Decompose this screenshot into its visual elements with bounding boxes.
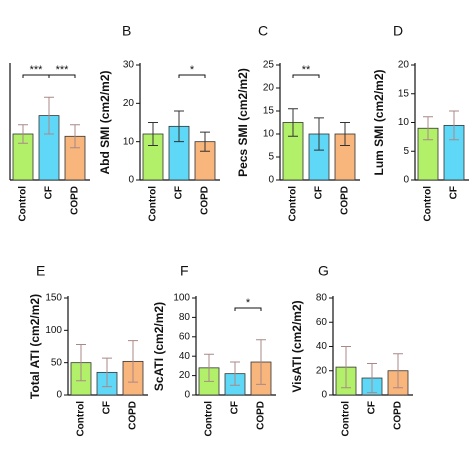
error-bar xyxy=(423,116,433,141)
y-axis-label: Lum SMI (cm2/m2) xyxy=(372,69,386,175)
significance-label: * xyxy=(246,297,251,309)
y-tick-label: 25 xyxy=(263,60,275,71)
x-tick-label: Control xyxy=(204,401,215,437)
panel-letter: B xyxy=(122,23,131,39)
y-axis-label: Pecs SMI (cm2/m2) xyxy=(236,68,250,177)
x-tick-label: COPD xyxy=(200,186,211,215)
y-tick-label: 5 xyxy=(403,146,409,157)
y-axis-label: Abd SMI (cm2/m2) xyxy=(98,70,112,174)
error-bar xyxy=(102,357,112,388)
panel-letter: D xyxy=(393,23,403,39)
error-bar xyxy=(204,353,214,382)
error-bar xyxy=(449,110,459,141)
error-bar xyxy=(256,339,266,385)
error-bar xyxy=(200,131,210,152)
error-bar xyxy=(393,353,403,389)
significance-label: * xyxy=(190,64,195,76)
error-bar xyxy=(288,108,298,137)
x-tick-label: COPD xyxy=(256,401,267,430)
y-tick-label: 0 xyxy=(268,175,274,186)
y-tick-label: 0 xyxy=(128,175,134,186)
error-bar xyxy=(174,110,184,143)
error-bar xyxy=(128,340,138,383)
y-tick-label: 50 xyxy=(51,357,63,368)
error-bar xyxy=(76,344,86,382)
y-tick-label: 20 xyxy=(263,83,275,94)
error-bar xyxy=(148,122,158,146)
significance-label: ** xyxy=(302,64,311,76)
y-tick-label: 10 xyxy=(398,117,410,128)
y-tick-label: 20 xyxy=(179,370,191,381)
x-tick-label: Control xyxy=(288,186,299,222)
significance-bracket xyxy=(234,307,262,311)
y-tick-label: 0 xyxy=(403,175,409,186)
y-tick-label: 60 xyxy=(316,317,328,328)
significance-label: *** xyxy=(56,64,70,76)
y-tick-label: 20 xyxy=(123,98,135,109)
significance-bracket xyxy=(48,74,76,78)
error-bar xyxy=(18,124,28,144)
x-tick-label: COPD xyxy=(70,186,81,215)
y-axis-label: VisATI (cm2/m2) xyxy=(290,300,304,392)
error-bar xyxy=(367,362,377,394)
x-tick-label: COPD xyxy=(393,401,404,430)
x-tick-label: Control xyxy=(423,186,434,222)
y-tick-label: 40 xyxy=(316,341,328,352)
x-tick-label: COPD xyxy=(128,401,139,430)
significance-bracket xyxy=(178,74,206,78)
error-bar xyxy=(341,346,351,389)
y-tick-label: 80 xyxy=(316,293,328,304)
panel-letter: E xyxy=(36,263,45,279)
panel-letter: F xyxy=(180,263,189,279)
y-tick-label: 20 xyxy=(316,365,328,376)
significance-label: *** xyxy=(30,64,44,76)
y-axis-label: ScATI (cm2/m2) xyxy=(152,302,166,391)
y-tick-label: 5 xyxy=(268,152,274,163)
y-tick-label: 10 xyxy=(263,129,275,140)
x-tick-label: CF xyxy=(44,186,55,199)
y-tick-label: 30 xyxy=(123,60,135,71)
y-tick-label: 20 xyxy=(398,60,410,71)
error-bar xyxy=(340,122,350,146)
x-tick-label: Control xyxy=(76,401,87,437)
error-bar xyxy=(314,117,324,151)
y-axis-label: Total ATI (cm2/m2) xyxy=(28,294,42,399)
y-tick-label: 150 xyxy=(45,293,62,304)
y-tick-label: 15 xyxy=(398,88,410,99)
x-tick-label: Control xyxy=(18,186,29,222)
significance-bracket xyxy=(292,74,320,78)
error-bar xyxy=(70,124,80,149)
x-tick-label: CF xyxy=(230,401,241,414)
x-tick-label: COPD xyxy=(340,186,351,215)
x-tick-label: CF xyxy=(367,401,378,414)
y-tick-label: 60 xyxy=(179,331,191,342)
x-tick-label: CF xyxy=(174,186,185,199)
y-tick-label: 100 xyxy=(45,325,62,336)
error-bar xyxy=(44,96,54,135)
y-tick-label: 0 xyxy=(56,390,62,401)
panel-letter: C xyxy=(258,23,268,39)
y-tick-label: 100 xyxy=(173,293,190,304)
x-tick-label: Control xyxy=(148,186,159,222)
x-tick-label: CF xyxy=(314,186,325,199)
x-tick-label: CF xyxy=(449,186,460,199)
y-tick-label: 0 xyxy=(321,390,327,401)
y-tick-label: 40 xyxy=(179,351,191,362)
x-tick-label: CF xyxy=(102,401,113,414)
y-tick-label: 15 xyxy=(263,106,275,117)
y-tick-label: 80 xyxy=(179,312,191,323)
error-bar xyxy=(230,361,240,386)
panel-letter: G xyxy=(318,263,329,279)
y-tick-label: 0 xyxy=(184,390,190,401)
x-tick-label: Control xyxy=(341,401,352,437)
y-tick-label: 10 xyxy=(123,136,135,147)
